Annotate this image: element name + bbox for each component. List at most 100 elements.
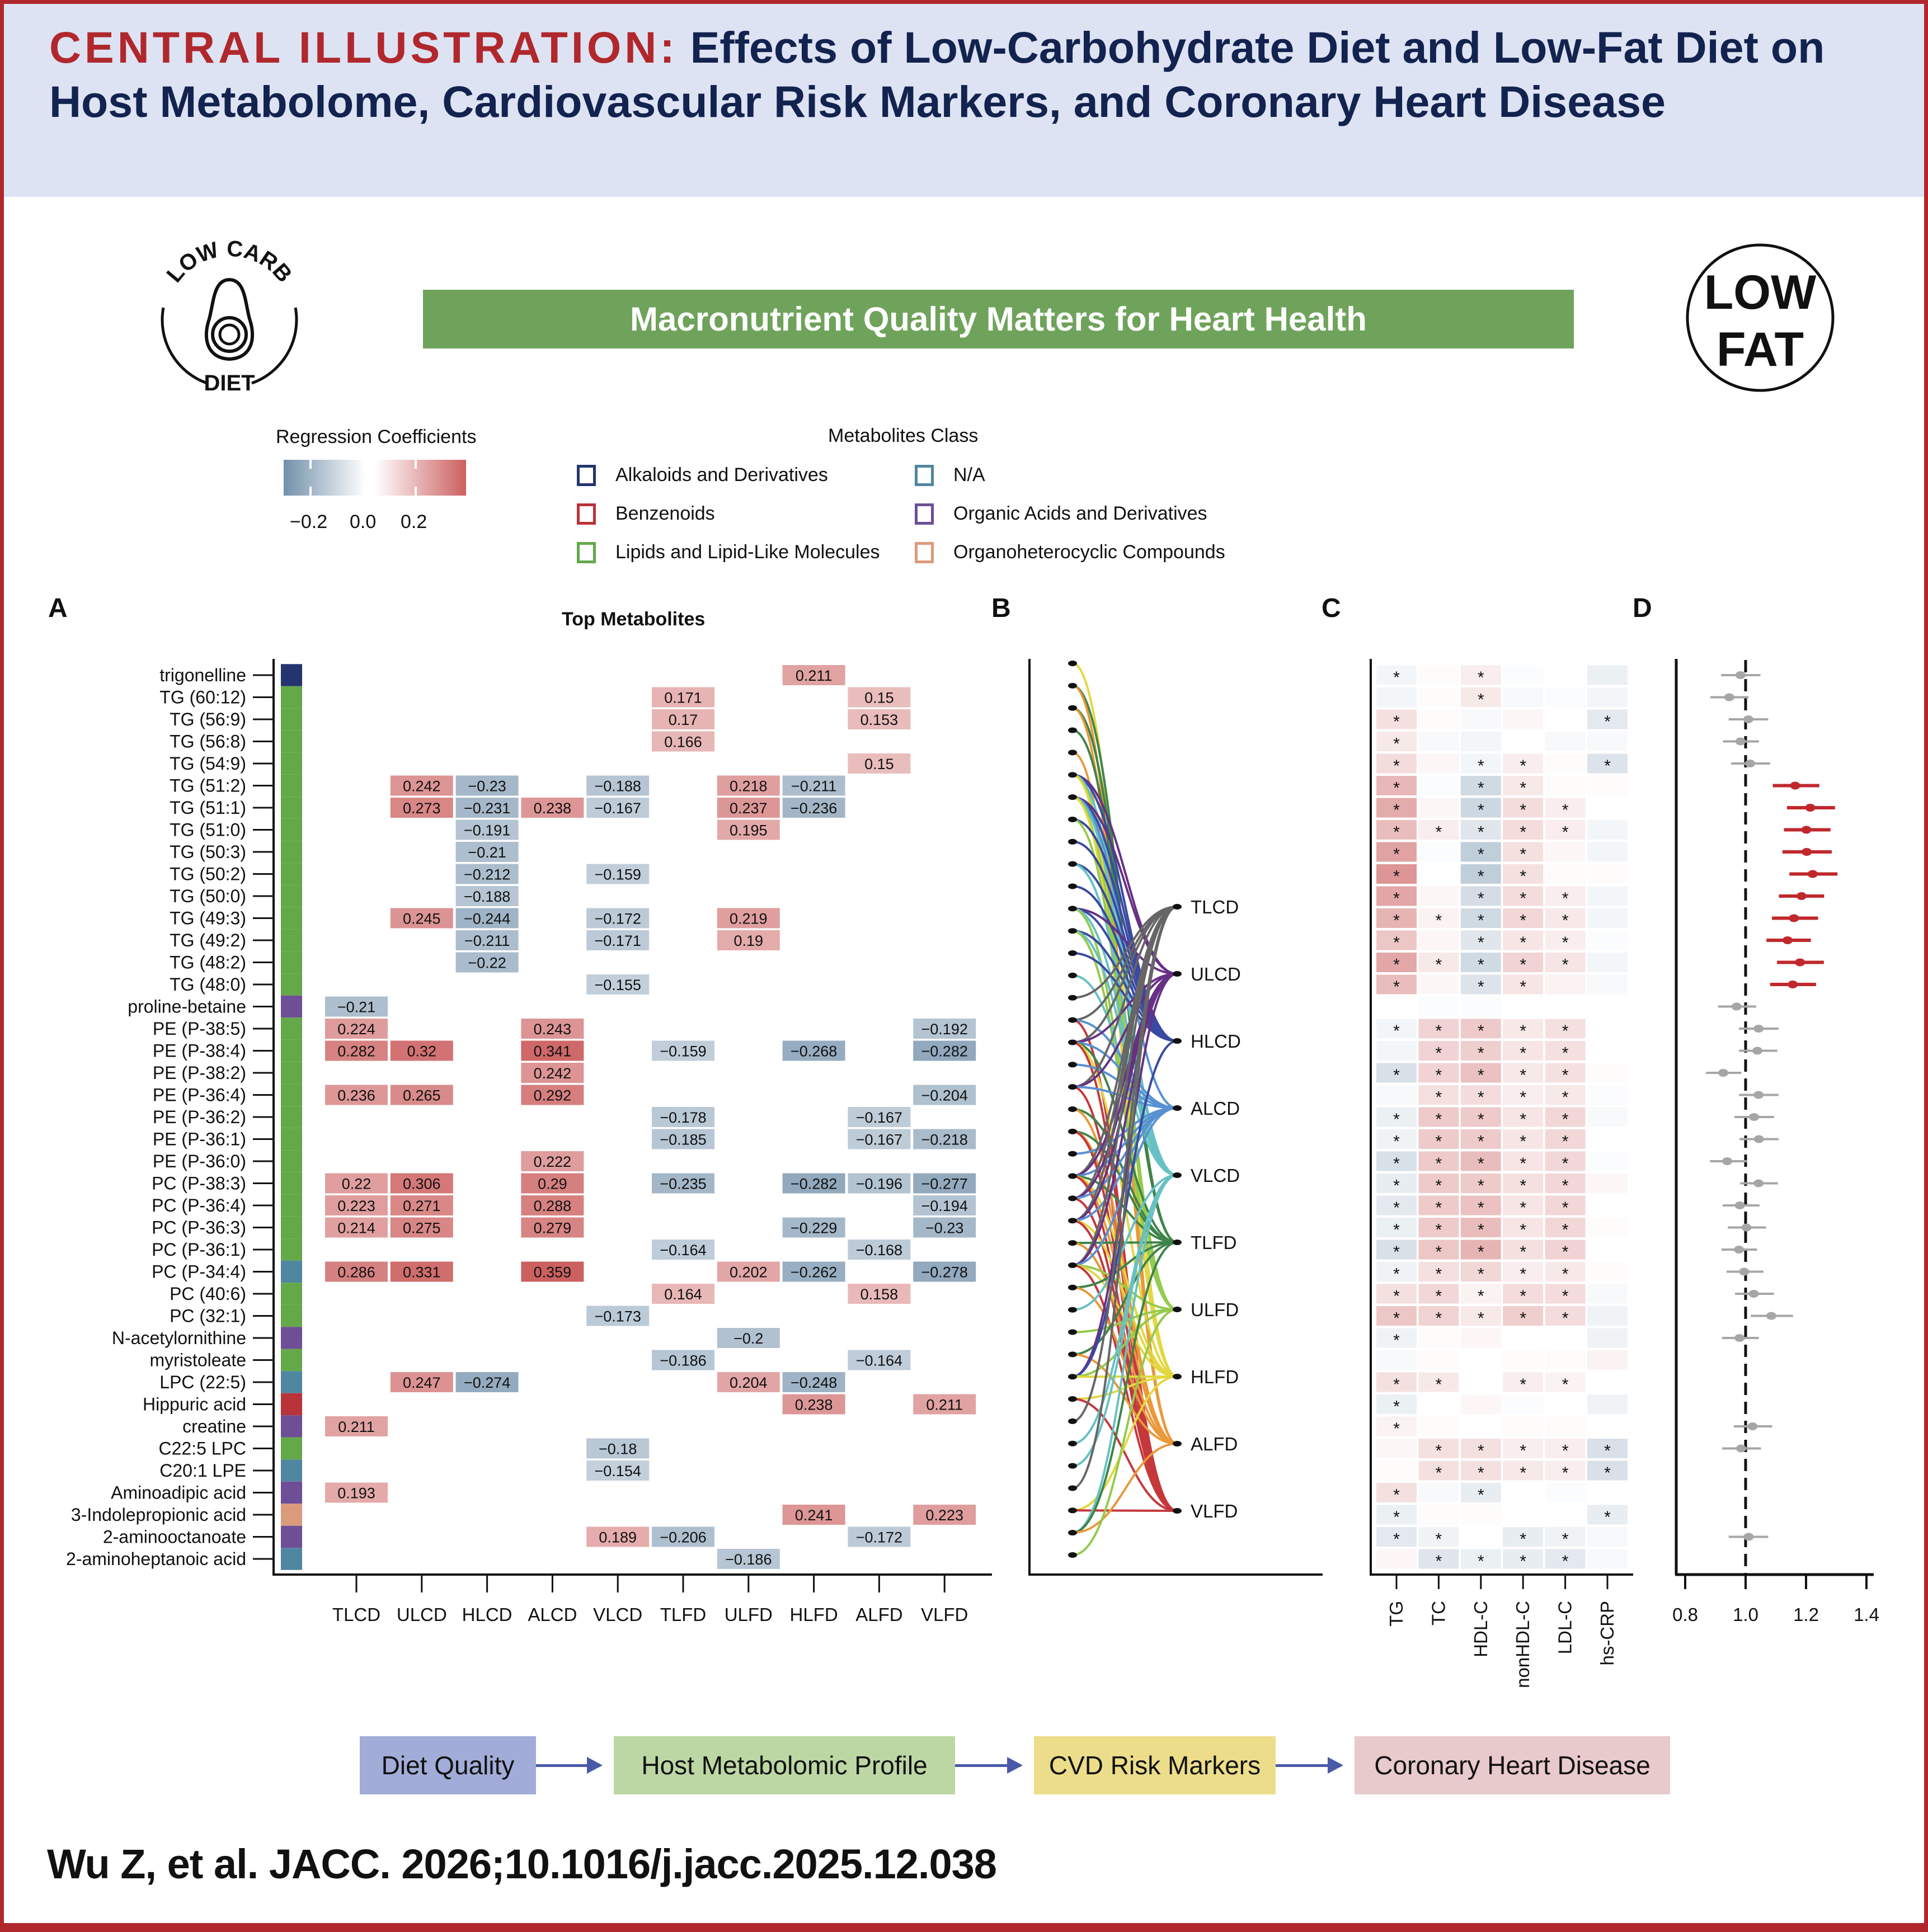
cell-value: 0.242 bbox=[534, 1065, 572, 1082]
hazard-ratio-point bbox=[1788, 981, 1798, 988]
class-swatch bbox=[915, 464, 934, 486]
heatmap-cell bbox=[1460, 1372, 1501, 1392]
class-bar-segment bbox=[281, 1304, 302, 1327]
significance-asterisk: * bbox=[1520, 1133, 1526, 1151]
heatmap-cell bbox=[1418, 1439, 1459, 1458]
significance-asterisk: * bbox=[1436, 956, 1442, 974]
heatmap-cell bbox=[1503, 1460, 1544, 1481]
hazard-ratio-point bbox=[1735, 671, 1746, 679]
heatmap-cell bbox=[1418, 776, 1459, 795]
cell-value: −0.278 bbox=[921, 1264, 968, 1281]
cell-value: 0.202 bbox=[730, 1264, 768, 1281]
significance-asterisk: * bbox=[1393, 1199, 1400, 1217]
cell-value: 0.15 bbox=[864, 690, 894, 706]
heatmap-cell bbox=[848, 1107, 911, 1127]
heatmap-cell bbox=[1545, 665, 1586, 685]
class-legend-item: Alkaloids and Derivatives bbox=[577, 464, 828, 486]
heatmap-cell bbox=[1587, 1262, 1628, 1281]
diet-column-label: VLCD bbox=[593, 1604, 642, 1625]
heatmap-cell bbox=[717, 1328, 780, 1348]
heatmap-cell bbox=[1460, 1174, 1501, 1193]
metabolite-label: TG (56:9) bbox=[170, 709, 246, 729]
heatmap-cell bbox=[1545, 687, 1586, 707]
heatmap-cell bbox=[1503, 1240, 1544, 1260]
heatmap-cell bbox=[455, 952, 519, 973]
cell-value: −0.236 bbox=[791, 800, 837, 817]
cell-value: 0.241 bbox=[795, 1507, 833, 1524]
cell-value: −0.282 bbox=[921, 1043, 968, 1060]
class-bar-segment bbox=[281, 1194, 302, 1217]
cell-value: −0.167 bbox=[595, 800, 641, 817]
heatmap-cell bbox=[1460, 1019, 1501, 1039]
class-bar-segment bbox=[281, 1238, 302, 1261]
metabolite-node bbox=[1068, 1084, 1077, 1090]
heatmap-cell bbox=[1376, 997, 1417, 1016]
heatmap-cell bbox=[1587, 709, 1628, 729]
heatmap-cell bbox=[1460, 842, 1501, 862]
heatmap-cell bbox=[913, 1129, 976, 1149]
heatmap-cell bbox=[913, 1085, 976, 1105]
metabolite-label: PC (P-38:3) bbox=[152, 1174, 246, 1194]
cell-value: 0.288 bbox=[534, 1198, 572, 1214]
heatmap-cell bbox=[1587, 1483, 1628, 1502]
heatmap-cell bbox=[1418, 1129, 1459, 1149]
significance-asterisk: * bbox=[1436, 1309, 1442, 1328]
cell-value: −0.206 bbox=[660, 1529, 706, 1546]
cell-value: 0.17 bbox=[669, 711, 698, 728]
heatmap-cell bbox=[717, 1549, 780, 1569]
heatmap-cell bbox=[325, 1416, 388, 1436]
significance-asterisk: * bbox=[1393, 1398, 1400, 1416]
heatmap-cell bbox=[1503, 1085, 1544, 1105]
cell-value: 0.158 bbox=[860, 1286, 899, 1303]
heatmap-cell bbox=[1545, 1063, 1586, 1083]
heatmap-cell bbox=[1460, 1240, 1501, 1260]
risk-marker-label: TC bbox=[1428, 1601, 1449, 1625]
significance-asterisk: * bbox=[1478, 889, 1484, 908]
significance-asterisk: * bbox=[1393, 1221, 1400, 1240]
metabolite-label: TG (50:3) bbox=[170, 842, 246, 862]
class-bar-segment bbox=[281, 1327, 302, 1349]
heatmap-cell bbox=[586, 908, 650, 929]
diet-node-label: VLCD bbox=[1191, 1165, 1240, 1186]
significance-asterisk: * bbox=[1562, 1287, 1569, 1306]
heatmap-cell bbox=[1545, 1439, 1586, 1458]
heatmap-cell bbox=[1503, 842, 1544, 862]
heatmap-cell bbox=[1376, 953, 1417, 972]
heatmap-cell bbox=[325, 1217, 388, 1238]
metabolite-node bbox=[1068, 816, 1077, 822]
cell-value: 0.22 bbox=[342, 1176, 372, 1193]
heatmap-cell bbox=[1587, 1439, 1628, 1458]
cell-value: −0.23 bbox=[925, 1220, 963, 1237]
heatmap-cell bbox=[782, 1372, 845, 1392]
metabolite-node bbox=[1068, 705, 1077, 711]
heatmap-cell bbox=[1503, 1218, 1544, 1237]
heatmap-cell bbox=[1503, 1483, 1544, 1502]
metabolite-label: TG (56:8) bbox=[170, 732, 246, 752]
significance-asterisk: * bbox=[1520, 801, 1526, 819]
metabolite-node bbox=[1068, 883, 1077, 889]
class-bar-segment bbox=[281, 1349, 302, 1372]
significance-asterisk: * bbox=[1436, 1442, 1442, 1460]
heatmap-cell bbox=[1418, 1174, 1459, 1193]
heatmap-cell bbox=[586, 1460, 650, 1481]
heatmap-cell bbox=[1460, 753, 1501, 774]
significance-asterisk: * bbox=[1562, 1221, 1569, 1240]
cell-value: −0.244 bbox=[464, 911, 510, 927]
heatmap-cell bbox=[1460, 1041, 1501, 1061]
class-bar-segment bbox=[281, 1260, 302, 1283]
heatmap-cell bbox=[1376, 753, 1417, 774]
significance-asterisk: * bbox=[1478, 1199, 1484, 1217]
heatmap-cell bbox=[586, 930, 650, 950]
heatmap-cell bbox=[1587, 776, 1628, 795]
metabolite-label: creatine bbox=[182, 1416, 246, 1436]
significance-asterisk: * bbox=[1393, 1110, 1400, 1129]
heatmap-cell bbox=[1503, 1107, 1544, 1127]
heatmap-cell bbox=[1503, 1439, 1544, 1458]
heatmap-cell bbox=[1460, 1195, 1501, 1215]
heatmap-cell bbox=[1418, 665, 1459, 685]
flow-line bbox=[1072, 1398, 1178, 1512]
heatmap-cell bbox=[1503, 1284, 1544, 1304]
flow-line bbox=[1072, 1443, 1178, 1534]
cell-value: 0.275 bbox=[403, 1220, 441, 1237]
heatmap-cell bbox=[1545, 1218, 1586, 1237]
